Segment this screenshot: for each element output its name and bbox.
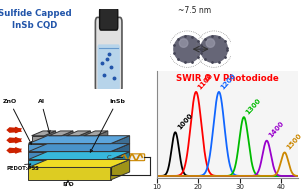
Polygon shape [32,136,44,144]
Polygon shape [29,144,111,152]
Polygon shape [29,144,130,152]
Polygon shape [84,136,96,144]
Polygon shape [49,131,73,136]
Text: 1500: 1500 [285,132,303,151]
Polygon shape [29,160,130,167]
Polygon shape [29,152,130,160]
Polygon shape [111,152,130,167]
Text: C: C [107,155,111,160]
Circle shape [179,39,188,47]
Polygon shape [62,131,73,144]
Polygon shape [66,131,90,136]
Text: SWIR 0 V Photodiode: SWIR 0 V Photodiode [176,74,278,83]
Circle shape [201,36,227,63]
Polygon shape [6,148,22,153]
Text: PEDOT:PSS: PEDOT:PSS [6,166,39,171]
Circle shape [174,36,201,63]
Polygon shape [32,131,56,136]
FancyBboxPatch shape [98,44,120,90]
Polygon shape [49,136,62,144]
Polygon shape [29,167,111,180]
Polygon shape [84,131,108,136]
Polygon shape [79,131,90,144]
Polygon shape [29,160,111,167]
FancyBboxPatch shape [100,8,118,30]
Polygon shape [29,136,130,144]
Text: Sulfide Capped
InSb CQD: Sulfide Capped InSb CQD [0,9,72,29]
Polygon shape [96,131,108,144]
FancyBboxPatch shape [95,17,122,92]
Text: ITO: ITO [62,182,74,187]
Polygon shape [111,144,130,160]
Polygon shape [111,160,130,180]
Text: 1300: 1300 [245,97,262,115]
Text: 1200: 1200 [220,72,237,90]
Text: Al: Al [38,99,50,133]
Text: ZnO: ZnO [2,99,31,144]
Polygon shape [66,136,79,144]
Polygon shape [44,131,56,144]
Text: 1100: 1100 [197,72,214,90]
Polygon shape [29,152,111,160]
Polygon shape [111,136,130,152]
Text: ~7.5 nm: ~7.5 nm [178,6,211,15]
Text: InSb: InSb [90,99,125,152]
FancyBboxPatch shape [121,154,145,161]
Text: 1000: 1000 [176,112,194,131]
Circle shape [206,39,215,47]
Polygon shape [6,137,22,143]
Text: 1400: 1400 [268,120,285,139]
Polygon shape [6,127,22,133]
